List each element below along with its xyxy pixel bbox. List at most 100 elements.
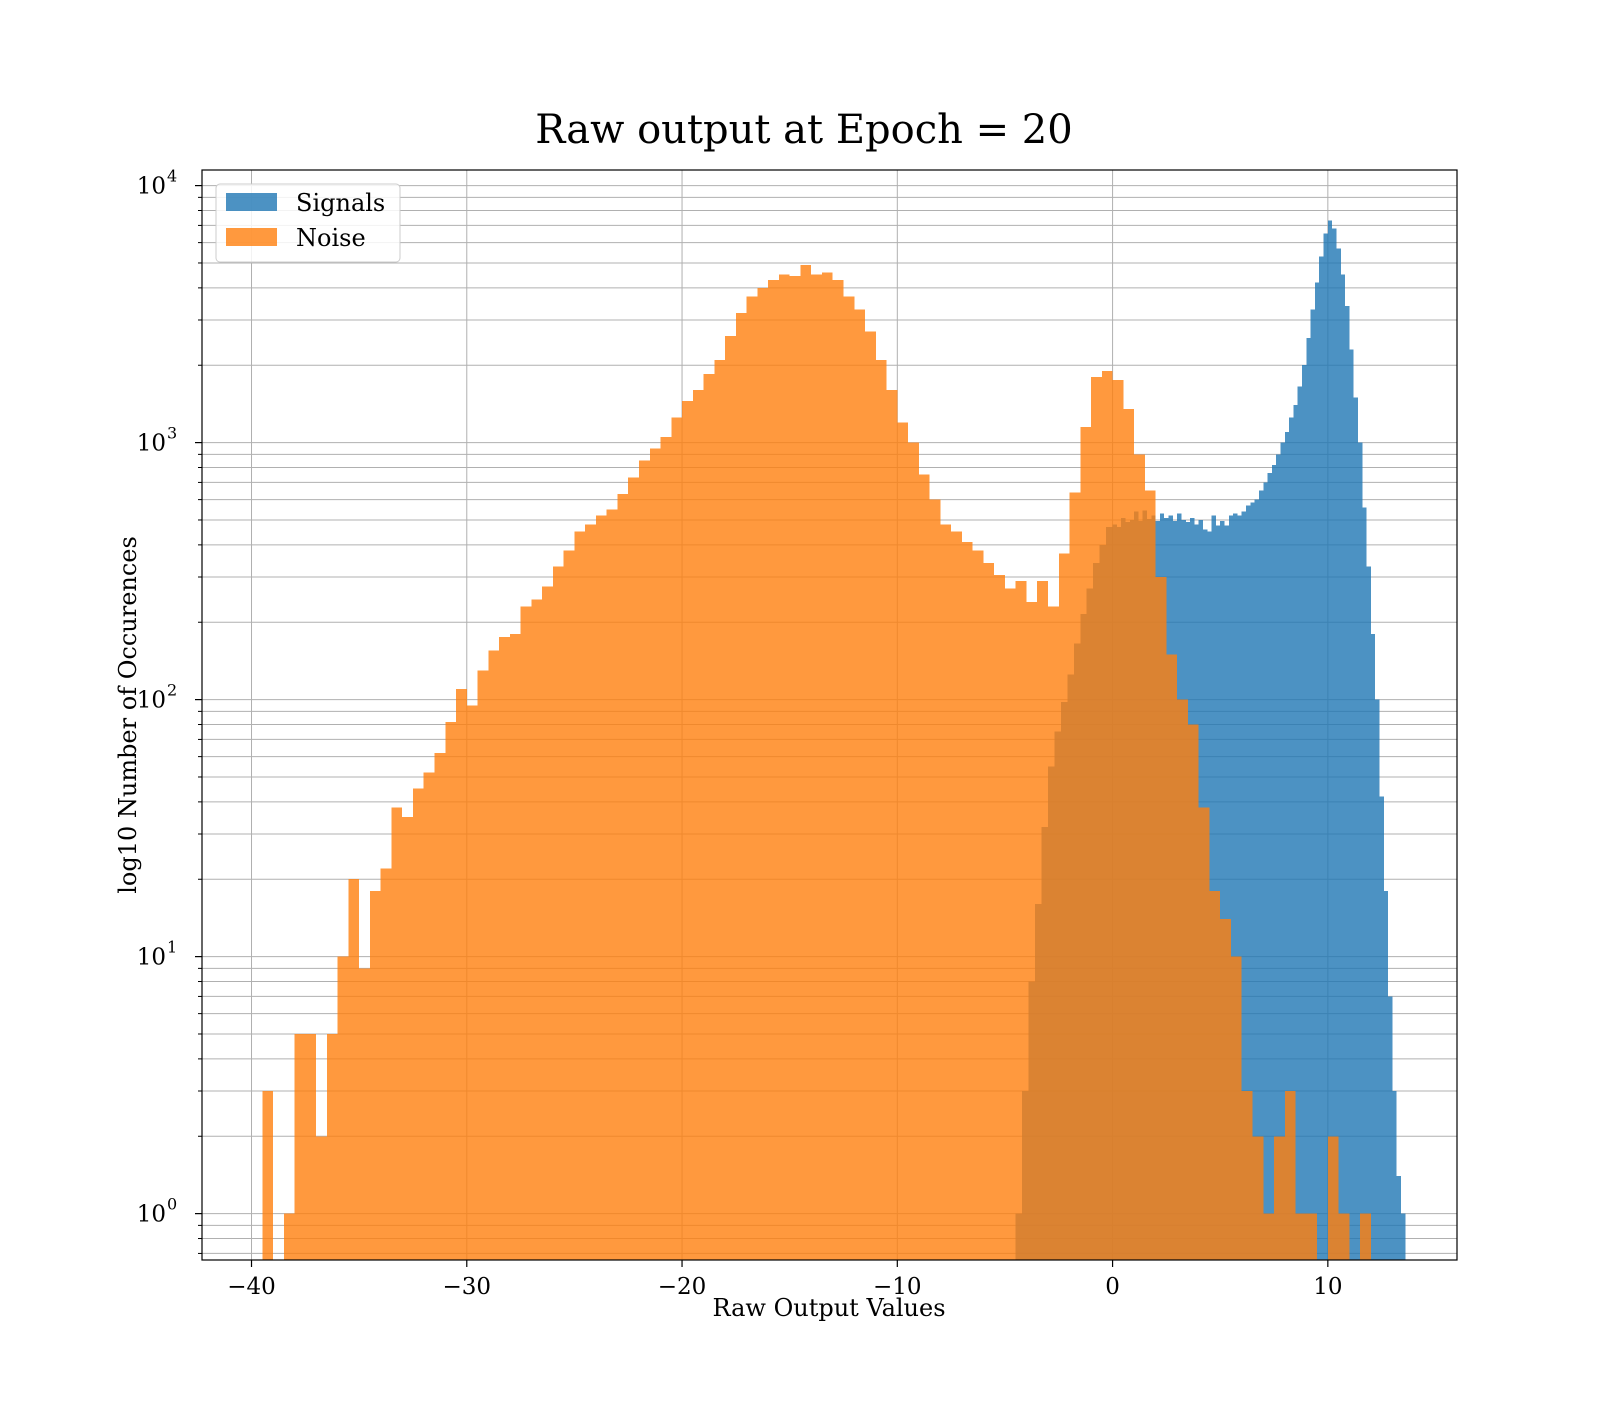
histogram-bar <box>1228 515 1234 1260</box>
x-tick-label: −30 <box>443 1274 492 1300</box>
histogram-bar <box>1258 490 1264 1260</box>
histogram-bar <box>671 417 683 1260</box>
histogram-bar <box>1280 442 1285 1260</box>
legend-label-noise: Noise <box>296 224 366 252</box>
histogram-bar <box>983 563 995 1260</box>
histogram-bar <box>1241 1090 1253 1260</box>
histogram-bar <box>811 274 822 1261</box>
histogram-bar <box>854 309 866 1261</box>
histogram-bar <box>1375 699 1380 1260</box>
histogram-bar <box>1263 1213 1275 1260</box>
histogram-bar <box>638 460 650 1260</box>
histogram-bar <box>402 816 413 1260</box>
histogram-bar <box>843 296 855 1260</box>
histogram-bar <box>1144 490 1156 1260</box>
y-tick-label: 10 <box>137 688 166 714</box>
histogram-bar <box>1187 724 1199 1260</box>
plot-frame <box>201 169 1458 1261</box>
legend-label-signals: Signals <box>296 189 385 217</box>
histogram-bar <box>1340 274 1346 1261</box>
histogram-bar <box>1297 386 1303 1260</box>
histogram-bar <box>488 650 500 1260</box>
histogram-bar <box>908 442 919 1260</box>
histogram-bar <box>1037 580 1048 1260</box>
y-tick-exponent: 4 <box>167 167 177 186</box>
histogram-bar <box>574 531 586 1260</box>
histogram-bar <box>1306 1213 1318 1260</box>
histogram-bar <box>316 1136 327 1260</box>
histogram-bar <box>897 422 909 1260</box>
histogram-bar <box>918 474 930 1260</box>
legend-swatch-signals <box>226 193 277 211</box>
histogram-bar <box>595 515 607 1260</box>
histogram-bar <box>359 968 370 1260</box>
histogram-bar <box>1349 349 1354 1260</box>
histogram-bar <box>509 634 521 1260</box>
histogram-bar <box>1254 499 1259 1260</box>
histogram-bar <box>466 705 478 1260</box>
histogram-bar <box>294 1033 306 1260</box>
histogram-bar <box>1069 492 1081 1260</box>
histogram-bar <box>1267 473 1272 1260</box>
histogram-bar <box>821 272 833 1260</box>
histogram-bar <box>262 1090 274 1260</box>
y-tick-label: 10 <box>137 431 166 457</box>
histogram-bar <box>1289 417 1294 1260</box>
histogram-bar <box>1209 891 1221 1260</box>
histogram-bar <box>1327 220 1333 1261</box>
histogram-bar <box>1237 515 1242 1260</box>
histogram-bar <box>682 401 693 1260</box>
histogram-bar <box>972 550 984 1260</box>
legend: Signals Noise <box>215 183 401 263</box>
histogram-bar <box>1388 996 1393 1260</box>
y-tick-exponent: 2 <box>167 681 177 700</box>
histogram-bar <box>423 772 435 1260</box>
histogram-bars <box>262 220 1406 1261</box>
histogram-bar <box>326 1033 338 1260</box>
histogram-bar <box>1357 442 1363 1260</box>
histogram-bar <box>757 287 769 1261</box>
series-noise-bars <box>262 265 1371 1261</box>
y-tick-label: 10 <box>137 174 166 200</box>
x-tick-label: 0 <box>1105 1274 1120 1300</box>
histogram-bar <box>434 752 446 1260</box>
histogram-bar <box>1332 228 1337 1261</box>
histogram-bar <box>714 359 726 1260</box>
histogram-bar <box>585 524 596 1260</box>
histogram-bar <box>994 575 1005 1260</box>
histogram-bar <box>725 335 736 1260</box>
histogram-bar <box>628 477 639 1260</box>
x-tick-label: 10 <box>1313 1274 1342 1300</box>
histogram-bar <box>800 265 812 1260</box>
histogram-bar <box>940 524 952 1260</box>
histogram-bar <box>1004 588 1016 1260</box>
histogram-bar <box>1211 515 1216 1260</box>
histogram-bar <box>1336 248 1341 1260</box>
histogram-bar <box>412 788 424 1260</box>
histogram-bar <box>1080 427 1092 1261</box>
y-axis-label: log10 Number of Occurences <box>114 536 142 894</box>
histogram-bar <box>1396 1176 1402 1260</box>
histogram-bar <box>1250 502 1255 1260</box>
histogram-bar <box>1362 507 1367 1260</box>
histogram-bar <box>1314 282 1320 1260</box>
x-tick-label: −20 <box>658 1274 707 1300</box>
histogram-bar <box>1276 454 1281 1261</box>
histogram-bar <box>951 531 962 1260</box>
histogram-bar <box>445 721 457 1260</box>
histogram-bar <box>1220 521 1225 1260</box>
histogram-bar <box>961 542 973 1260</box>
histogram-bar <box>778 274 790 1261</box>
histogram-bar <box>1241 511 1247 1261</box>
histogram-bar <box>1112 380 1124 1261</box>
histogram-bar <box>1271 464 1277 1261</box>
histogram-bar <box>1284 431 1290 1261</box>
histogram-bar <box>1198 807 1210 1260</box>
x-tick-label: −40 <box>227 1274 276 1300</box>
histogram-bar <box>1293 405 1298 1260</box>
histogram-bar <box>1091 376 1102 1260</box>
histogram-bar <box>1306 338 1311 1260</box>
y-tick-label: 10 <box>137 1202 166 1228</box>
